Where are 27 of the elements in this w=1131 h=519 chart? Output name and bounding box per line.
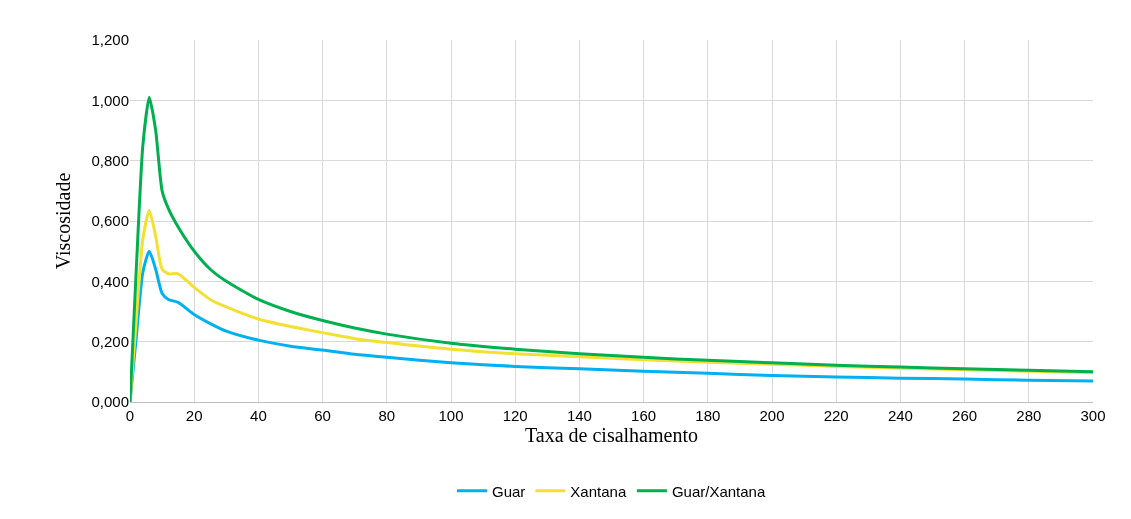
x-tick-label: 160 [631, 407, 657, 424]
x-tick-label: 80 [378, 407, 396, 424]
y-tick-label: 0,600 [91, 212, 129, 230]
x-tick-label: 180 [695, 407, 721, 424]
x-tick-label: 240 [887, 407, 913, 424]
line-series [130, 95, 1093, 402]
x-tick-label: 280 [1016, 407, 1042, 424]
y-tick-label: 0,200 [91, 332, 129, 350]
x-tick-label: 120 [502, 407, 528, 424]
legend-label: Guar/Xantana [671, 482, 766, 500]
x-tick-label: 260 [952, 407, 978, 424]
x-tick-label: 200 [759, 407, 785, 424]
y-tick-label: 0,400 [91, 272, 129, 290]
x-tick-label: 60 [314, 407, 331, 424]
legend-label: Guar [492, 482, 526, 500]
y-tick-label: 1,200 [91, 31, 129, 49]
y-tick-label: 1,000 [91, 91, 129, 109]
y-axis-title: Viscosidade [51, 172, 74, 270]
x-tick-label: 220 [823, 407, 849, 424]
y-tick-label: 0,800 [91, 151, 129, 169]
x-tick-label: 300 [1080, 407, 1106, 424]
x-tick-label: 100 [438, 407, 464, 424]
x-tick-label: 40 [250, 407, 267, 424]
x-tick-label: 140 [566, 407, 592, 424]
legend-label: Xantana [570, 482, 627, 500]
x-axis-title: Taxa de cisalhamento [525, 424, 698, 446]
x-tick-label: 20 [185, 407, 203, 424]
